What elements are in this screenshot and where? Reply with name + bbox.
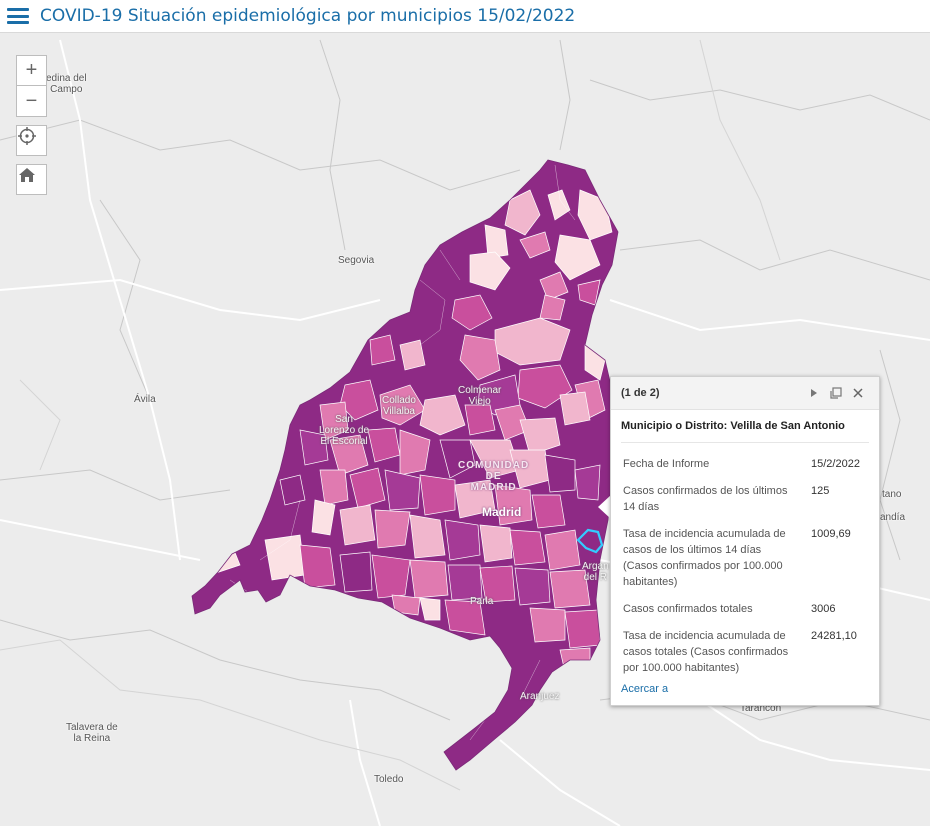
attribute-label: Casos confirmados de los últimos 14 días: [623, 485, 788, 513]
place-label-segovia: Segovia: [338, 255, 375, 266]
place-label-toledo: Toledo: [374, 774, 404, 785]
attribute-value: 15/2/2022: [811, 458, 860, 470]
dock-icon: [830, 387, 842, 399]
crosshair-icon: [18, 127, 36, 145]
home-icon: [19, 168, 35, 182]
app-title: COVID-19 Situación epidemiológica por mu…: [40, 6, 576, 26]
minus-icon: −: [25, 89, 38, 112]
selected-municipality-outline[interactable]: [576, 528, 604, 554]
place-label-andia: andía: [880, 512, 906, 523]
close-icon: [853, 388, 863, 398]
dock-popup-button[interactable]: [825, 382, 847, 404]
home-button[interactable]: [16, 164, 47, 195]
attribute-value: 1009,69: [811, 528, 851, 540]
play-icon: [811, 389, 817, 397]
attribute-label: Casos confirmados totales: [623, 603, 753, 615]
close-popup-button[interactable]: [847, 382, 869, 404]
attribute-value: 3006: [811, 603, 836, 615]
app-header: COVID-19 Situación epidemiológica por mu…: [0, 0, 930, 33]
place-label-comunidad-de-madrid: COMUNIDAD DE MADRID: [458, 460, 530, 493]
popup-title: Municipio o Distrito: Velilla de San Ant…: [621, 420, 869, 443]
zoom-out-button[interactable]: −: [16, 86, 47, 117]
place-label-aranjuez: Aranjuez: [520, 691, 560, 702]
attribute-table: Fecha de Informe 15/2/2022 Casos confirma…: [621, 451, 871, 682]
zoom-in-button[interactable]: +: [16, 55, 47, 86]
table-row: Casos confirmados de los últimos 14 días…: [621, 478, 871, 521]
attribute-label: Fecha de Informe: [623, 458, 710, 470]
place-label-arganda: Argan del R: [582, 561, 609, 583]
attribute-value: 125: [811, 485, 830, 497]
attribute-value: 24281,10: [811, 630, 857, 642]
popup-pointer: [598, 495, 611, 519]
table-row: Casos confirmados totales 3006: [621, 596, 871, 623]
menu-icon[interactable]: [7, 8, 29, 24]
place-label-madrid: Madrid: [482, 505, 522, 519]
place-label-talavera: Talavera de la Reina: [66, 722, 118, 744]
plus-icon: +: [25, 59, 38, 81]
place-label-parla: Parla: [470, 596, 494, 607]
place-label-tano: tano: [882, 489, 902, 500]
next-feature-button[interactable]: [803, 382, 825, 404]
popup-feature-count: (1 de 2): [621, 387, 660, 399]
feature-popup: (1 de 2) Municipio o Distrito: Velilla d…: [610, 376, 880, 706]
attribute-label: Tasa de incidencia acumulada de casos to…: [623, 630, 789, 674]
place-label-avila: Ávila: [134, 394, 156, 405]
place-label-tarancon: Tarancón: [740, 703, 782, 714]
table-row: Fecha de Informe 15/2/2022: [621, 451, 871, 478]
popup-header: (1 de 2): [611, 377, 879, 410]
place-label-collado-villalba: Collado Villalba: [382, 395, 416, 417]
attribute-label: Tasa de incidencia acumulada de casos de…: [623, 528, 786, 588]
table-row: Tasa de incidencia acumulada de casos de…: [621, 521, 871, 596]
place-label-colmenar-viejo: Colmenar Viejo: [458, 385, 502, 407]
place-label-san-lorenzo: San Lorenzo de El Escorial: [319, 414, 370, 447]
place-label-medina: edina del Campo: [46, 73, 87, 95]
locate-button[interactable]: [16, 125, 47, 156]
table-row: Tasa de incidencia acumulada de casos to…: [621, 623, 871, 682]
zoom-to-link[interactable]: Acercar a: [621, 683, 669, 695]
